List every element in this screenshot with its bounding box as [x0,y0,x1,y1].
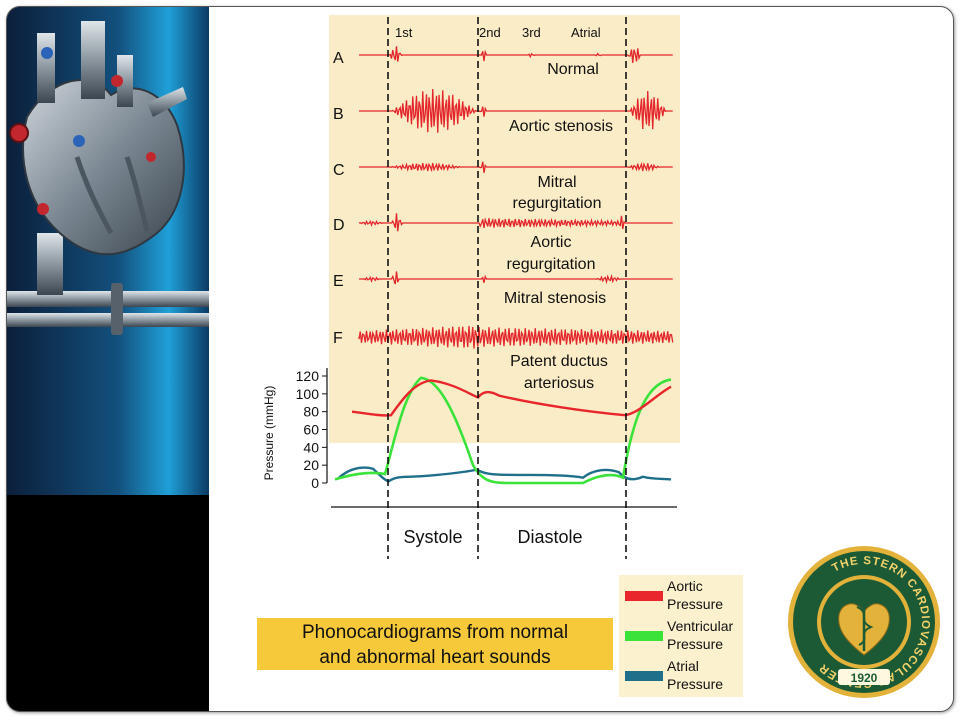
label-1st-sound: 1st [395,25,413,40]
caption-line-1: Phonocardiograms from normal [301,622,569,643]
y-tick-label-20: 20 [303,457,319,473]
y-tick-label-60: 60 [303,422,319,438]
row-letter-d: D [333,217,345,234]
trace-panel-background [329,15,680,443]
caption-box: Phonocardiograms from normal and abnorma… [257,618,613,670]
row-name-normal: Normal [547,61,599,78]
legend-swatch-ventricular [625,631,663,641]
row-name-aortic-regurgitation-1: Aortic [531,234,572,251]
slide: 1st 2nd 3rd Atrial A B C D E F Normal Ao… [6,6,954,712]
y-tick-label-40: 40 [303,439,319,455]
legend-item-aortic: Aortic Pressure [619,577,743,617]
trace-b [359,89,673,133]
row-letter-e: E [333,273,344,290]
diastole-label: Diastole [517,527,582,547]
legend-swatch-aortic [625,591,663,601]
legend-swatch-atrial [625,671,663,681]
label-2nd-sound: 2nd [479,25,501,40]
pressure-legend: Aortic Pressure Ventricular Pressure Atria… [619,575,743,697]
legend-ventricular-line-2: Pressure [667,636,724,652]
trace-c [359,161,673,173]
row-letter-b: B [333,106,344,123]
trace-e [359,271,673,285]
legend-aortic-line-2: Pressure [667,596,724,612]
row-name-mitral-regurgitation-2: regurgitation [513,195,602,212]
trace-a [359,46,673,64]
y-tick-label-120: 120 [296,368,320,384]
legend-atrial-line-1: Atrial [667,658,699,674]
row-name-mitral-stenosis: Mitral stenosis [504,290,606,307]
legend-item-atrial: Atrial Pressure [619,657,743,697]
atrial-pressure-curve [338,466,672,483]
legend-item-ventricular: Ventricular Pressure [619,617,743,657]
row-name-mitral-regurgitation-1: Mitral [537,174,576,191]
row-name-patent-ductus-2: arteriosus [524,375,594,392]
row-name-aortic-stenosis: Aortic stenosis [509,118,613,135]
row-name-patent-ductus-1: Patent ductus [510,353,608,370]
legend-aortic-line-1: Aortic [667,578,703,594]
label-3rd-sound: 3rd [522,25,541,40]
y-tick-label-100: 100 [296,386,320,402]
legend-atrial-line-2: Pressure [667,676,724,692]
phonocardiogram-diagram: 1st 2nd 3rd Atrial A B C D E F Normal Ao… [262,15,680,559]
stern-cardiovascular-center-seal: THE STERN CARDIOVASCULAR CENTER 1920 [785,543,943,701]
row-letter-c: C [333,162,345,179]
mechanical-heart-artwork [7,7,209,711]
legend-ventricular-line-1: Ventricular [667,618,734,634]
pressure-axis-label: Pressure (mmHg) [262,386,276,481]
seal-year: 1920 [851,671,878,685]
row-name-aortic-regurgitation-2: regurgitation [507,256,596,273]
y-tick-label-0: 0 [311,475,319,491]
heart-sound-traces [358,46,674,349]
systole-label: Systole [403,527,462,547]
trace-f [358,325,674,349]
aortic-pressure-curve [351,379,672,417]
caption-line-2: and abnormal heart sounds [319,647,551,668]
y-tick-label-80: 80 [303,404,319,420]
label-atrial-sound: Atrial [571,25,601,40]
row-letter-f: F [333,330,343,347]
trace-d [358,213,673,232]
row-letter-a: A [333,50,344,67]
